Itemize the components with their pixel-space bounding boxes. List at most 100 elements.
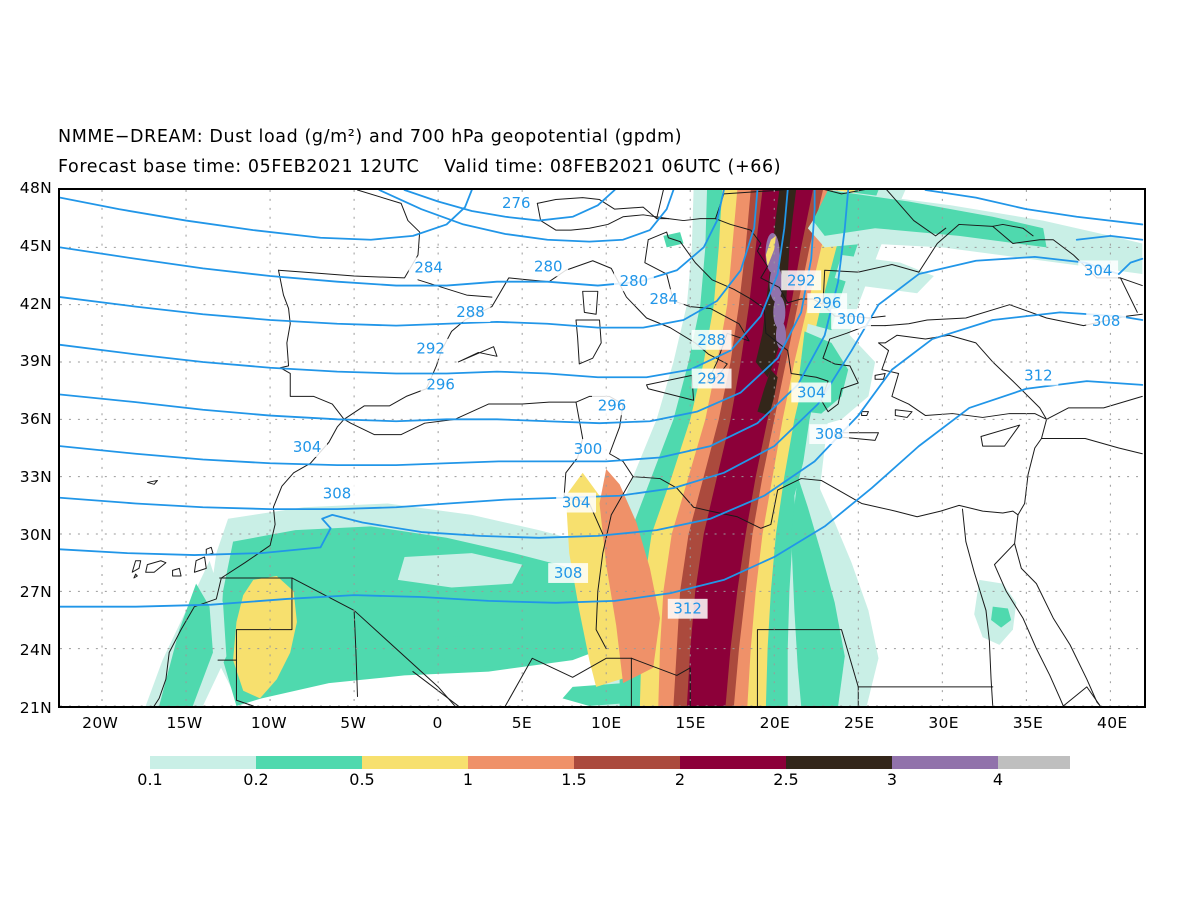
lon-tick-10E: 10E xyxy=(590,714,622,732)
lon-tick-25E: 25E xyxy=(844,714,875,732)
contour-label-284: 284 xyxy=(408,257,449,278)
svg-text:296: 296 xyxy=(598,396,627,414)
colorbar[interactable] xyxy=(150,756,1070,769)
lon-tick-40E: 40E xyxy=(1097,714,1128,732)
colorbar-tick-2.5: 2.5 xyxy=(773,770,799,789)
colorbar-band-2 xyxy=(680,756,786,769)
svg-text:312: 312 xyxy=(673,600,702,618)
colorbar-band-1 xyxy=(468,756,574,769)
contour-label-296: 296 xyxy=(420,374,461,395)
contour-label-300: 300 xyxy=(831,309,872,329)
contour-label-296: 296 xyxy=(807,293,848,314)
colorbar-tick-2: 2 xyxy=(674,770,686,789)
colorbar-tick-0.5: 0.5 xyxy=(349,770,375,789)
contour-label-308: 308 xyxy=(548,563,589,583)
contour-label-308: 308 xyxy=(1086,311,1127,331)
lat-tick-27N: 27N xyxy=(19,583,52,602)
contour-label-292: 292 xyxy=(691,368,732,389)
svg-text:312: 312 xyxy=(1024,367,1053,385)
lon-tick-20E: 20E xyxy=(759,714,791,732)
svg-text:292: 292 xyxy=(787,271,816,289)
contour-label-292: 292 xyxy=(781,270,822,291)
contour-label-296: 296 xyxy=(592,395,632,416)
lon-tick-5W: 5W xyxy=(340,714,367,732)
dust-load-contours xyxy=(145,190,1143,706)
contour-label-304: 304 xyxy=(791,382,832,403)
svg-text:304: 304 xyxy=(562,494,591,512)
contour-label-280: 280 xyxy=(613,271,654,292)
colorbar-tick-1.5: 1.5 xyxy=(561,770,587,789)
forecast-time-subtitle: Forecast base time: 05FEB2021 12UTC Vali… xyxy=(58,157,782,177)
colorbar-tick-0.1: 0.1 xyxy=(137,770,163,789)
svg-text:304: 304 xyxy=(1084,261,1113,279)
lon-tick-15W: 15W xyxy=(166,714,203,732)
lon-tick-0: 0 xyxy=(432,714,443,732)
colorbar-band-1.5 xyxy=(574,756,680,769)
colorbar-band-2.5 xyxy=(786,756,892,769)
lon-tick-5E: 5E xyxy=(511,714,533,732)
contour-label-288: 288 xyxy=(691,329,732,350)
colorbar-band-0.1 xyxy=(150,756,256,769)
svg-text:280: 280 xyxy=(534,257,563,275)
svg-text:308: 308 xyxy=(1092,312,1121,330)
contour-label-276: 276 xyxy=(496,192,537,213)
contour-label-312: 312 xyxy=(1018,365,1059,386)
svg-text:288: 288 xyxy=(456,303,485,321)
chart-title-block: NMME−DREAM: Dust load (g/m²) and 700 hPa… xyxy=(58,122,1158,182)
contour-label-308: 308 xyxy=(317,483,357,504)
contour-label-280: 280 xyxy=(528,256,569,277)
lat-tick-48N: 48N xyxy=(19,179,52,197)
svg-text:292: 292 xyxy=(416,340,445,358)
contour-label-300: 300 xyxy=(568,439,608,459)
geopotential-contours xyxy=(60,190,1144,608)
grid-lines xyxy=(60,190,1144,706)
svg-text:288: 288 xyxy=(697,331,726,349)
contour-label-308: 308 xyxy=(809,424,850,445)
map-plot-area: 276 284 280 280 288 284 292 288 296 292 292 296 300 3… xyxy=(58,188,1146,708)
colorbar-band-4 xyxy=(998,756,1070,769)
lat-tick-39N: 39N xyxy=(19,352,52,371)
contour-label-284: 284 xyxy=(643,289,684,310)
lon-tick-35E: 35E xyxy=(1012,714,1044,732)
lat-tick-21N: 21N xyxy=(19,699,52,717)
lon-tick-10W: 10W xyxy=(250,714,287,732)
contour-label-312: 312 xyxy=(667,598,708,619)
colorbar-tick-0.2: 0.2 xyxy=(243,770,269,789)
lon-tick-30E: 30E xyxy=(928,714,959,732)
contour-label-304: 304 xyxy=(1078,260,1119,281)
colorbar-tick-1: 1 xyxy=(462,770,474,789)
svg-text:284: 284 xyxy=(650,290,679,308)
lon-tick-20W: 20W xyxy=(82,714,119,732)
svg-text:300: 300 xyxy=(574,440,603,458)
svg-text:304: 304 xyxy=(293,438,322,456)
svg-text:308: 308 xyxy=(323,485,352,503)
svg-text:292: 292 xyxy=(697,370,726,388)
colorbar-tick-3: 3 xyxy=(886,770,898,789)
contour-label-304: 304 xyxy=(287,437,328,457)
lat-tick-42N: 42N xyxy=(19,294,52,313)
svg-text:308: 308 xyxy=(815,425,844,443)
svg-text:308: 308 xyxy=(554,564,583,582)
svg-text:280: 280 xyxy=(620,272,649,290)
lat-tick-33N: 33N xyxy=(19,467,52,486)
colorbar-band-3 xyxy=(892,756,998,769)
svg-text:304: 304 xyxy=(797,383,826,401)
lat-tick-24N: 24N xyxy=(19,641,52,660)
contour-label-292: 292 xyxy=(410,338,451,359)
lat-tick-45N: 45N xyxy=(19,236,52,255)
colorbar-band-0.2 xyxy=(256,756,362,769)
contour-label-304: 304 xyxy=(556,492,597,513)
lon-tick-15E: 15E xyxy=(675,714,706,732)
lat-tick-30N: 30N xyxy=(19,525,52,544)
colorbar-tick-4: 4 xyxy=(992,770,1004,789)
svg-text:296: 296 xyxy=(426,375,455,393)
page-title: NMME−DREAM: Dust load (g/m²) and 700 hPa… xyxy=(58,127,683,147)
contour-label-288: 288 xyxy=(450,302,491,322)
svg-text:284: 284 xyxy=(414,258,443,276)
svg-text:300: 300 xyxy=(837,310,866,328)
lat-tick-36N: 36N xyxy=(19,410,52,429)
colorbar-band-0.5 xyxy=(362,756,468,769)
